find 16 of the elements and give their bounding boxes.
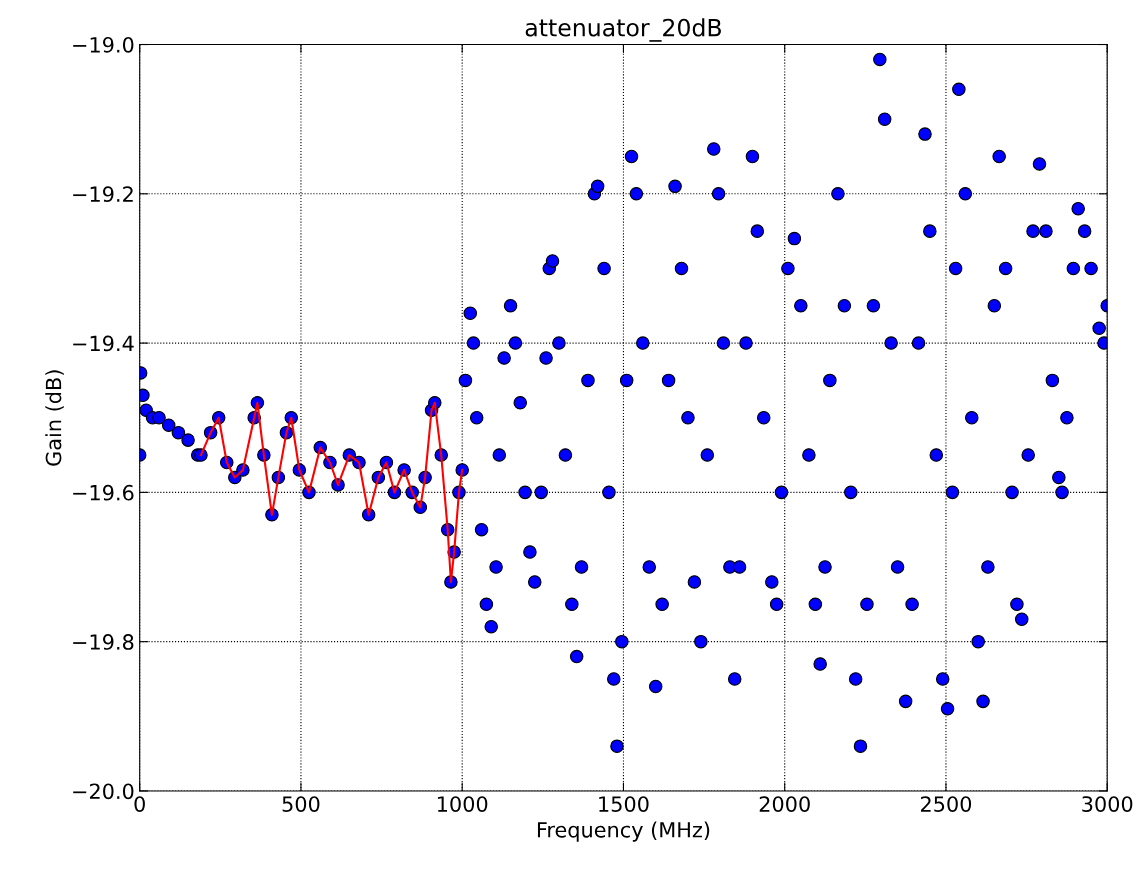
x-tick-label: 1000 bbox=[437, 796, 488, 812]
y-tick-label: −19.6 bbox=[73, 484, 134, 501]
x-tick-label: 0 bbox=[134, 796, 145, 812]
x-axis-title: Frequency (MHz) bbox=[537, 821, 710, 842]
y-axis-title: Gain (dB) bbox=[45, 370, 64, 466]
x-tick-label: 1500 bbox=[599, 796, 649, 812]
y-tick-label: −19.4 bbox=[73, 335, 134, 352]
chart-title: attenuator_20dB bbox=[525, 18, 721, 42]
y-tick-label: −19.8 bbox=[73, 634, 134, 650]
x-tick-label: 2000 bbox=[759, 796, 810, 812]
y-tick-label: −20.0 bbox=[73, 783, 134, 800]
y-tick-label: −19.2 bbox=[73, 186, 133, 203]
x-tick-label: 3000 bbox=[1082, 796, 1133, 812]
y-tick-label: −19.0 bbox=[73, 36, 134, 53]
x-tick-label: 2500 bbox=[920, 796, 972, 812]
x-tick-label: 500 bbox=[282, 796, 320, 812]
